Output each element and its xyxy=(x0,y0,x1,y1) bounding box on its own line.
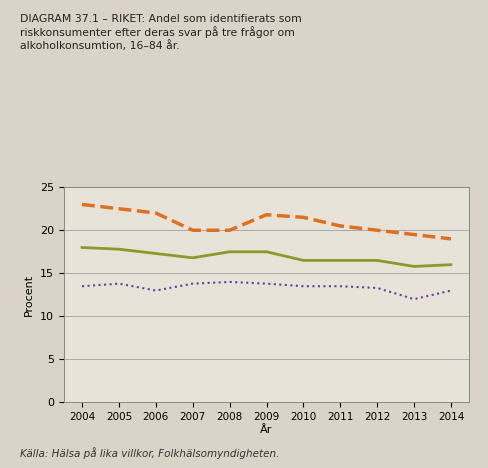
Y-axis label: Procent: Procent xyxy=(24,274,34,316)
Text: Källa: Hälsa på lika villkor, Folkhälsomyndigheten.: Källa: Hälsa på lika villkor, Folkhälsom… xyxy=(20,447,278,459)
Text: DIAGRAM 37.1 – RIKET: Andel som identifierats som
riskkonsumenter efter deras sv: DIAGRAM 37.1 – RIKET: Andel som identifi… xyxy=(20,14,301,51)
X-axis label: År: År xyxy=(260,425,272,435)
Legend: Totalt, Kvinnor, Män: Totalt, Kvinnor, Män xyxy=(147,464,385,468)
